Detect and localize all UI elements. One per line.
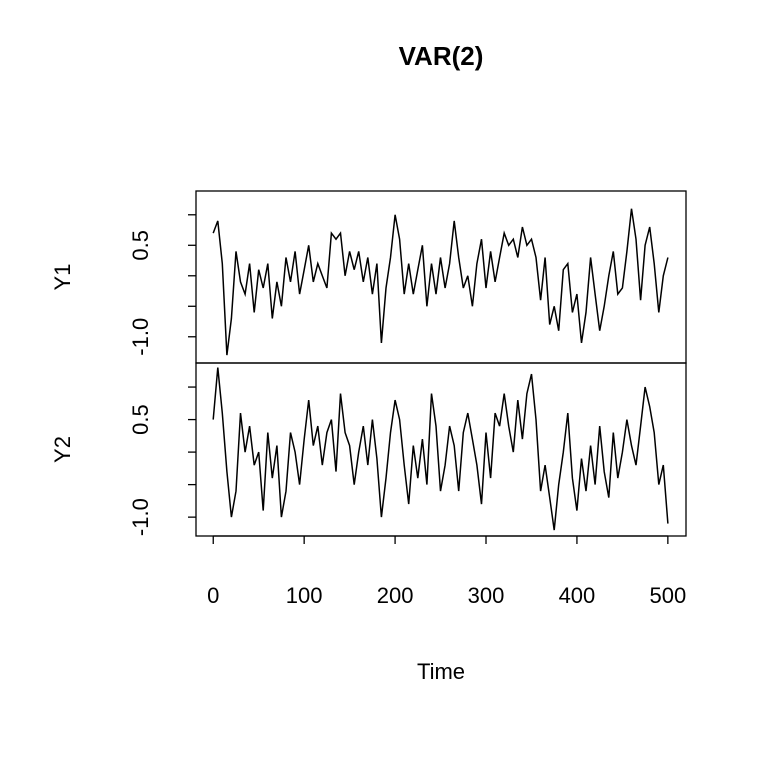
x-tick-label: 400 [559,583,596,608]
x-tick-label: 500 [649,583,686,608]
y-tick-label: 0.5 [128,230,153,261]
x-tick-label: 200 [377,583,414,608]
chart-title: VAR(2) [399,41,484,71]
x-tick-label: 300 [468,583,505,608]
y-tick-label: -1.0 [128,498,153,536]
x-axis-label: Time [417,659,465,684]
y-axis-label: Y1 [50,264,75,291]
x-tick-label: 100 [286,583,323,608]
x-tick-label: 0 [207,583,219,608]
series-line [212,208,669,356]
series-line [212,367,669,531]
y-tick-label: -1.0 [128,318,153,356]
y-axis-label: Y2 [50,436,75,463]
y-tick-label: 0.5 [128,404,153,435]
